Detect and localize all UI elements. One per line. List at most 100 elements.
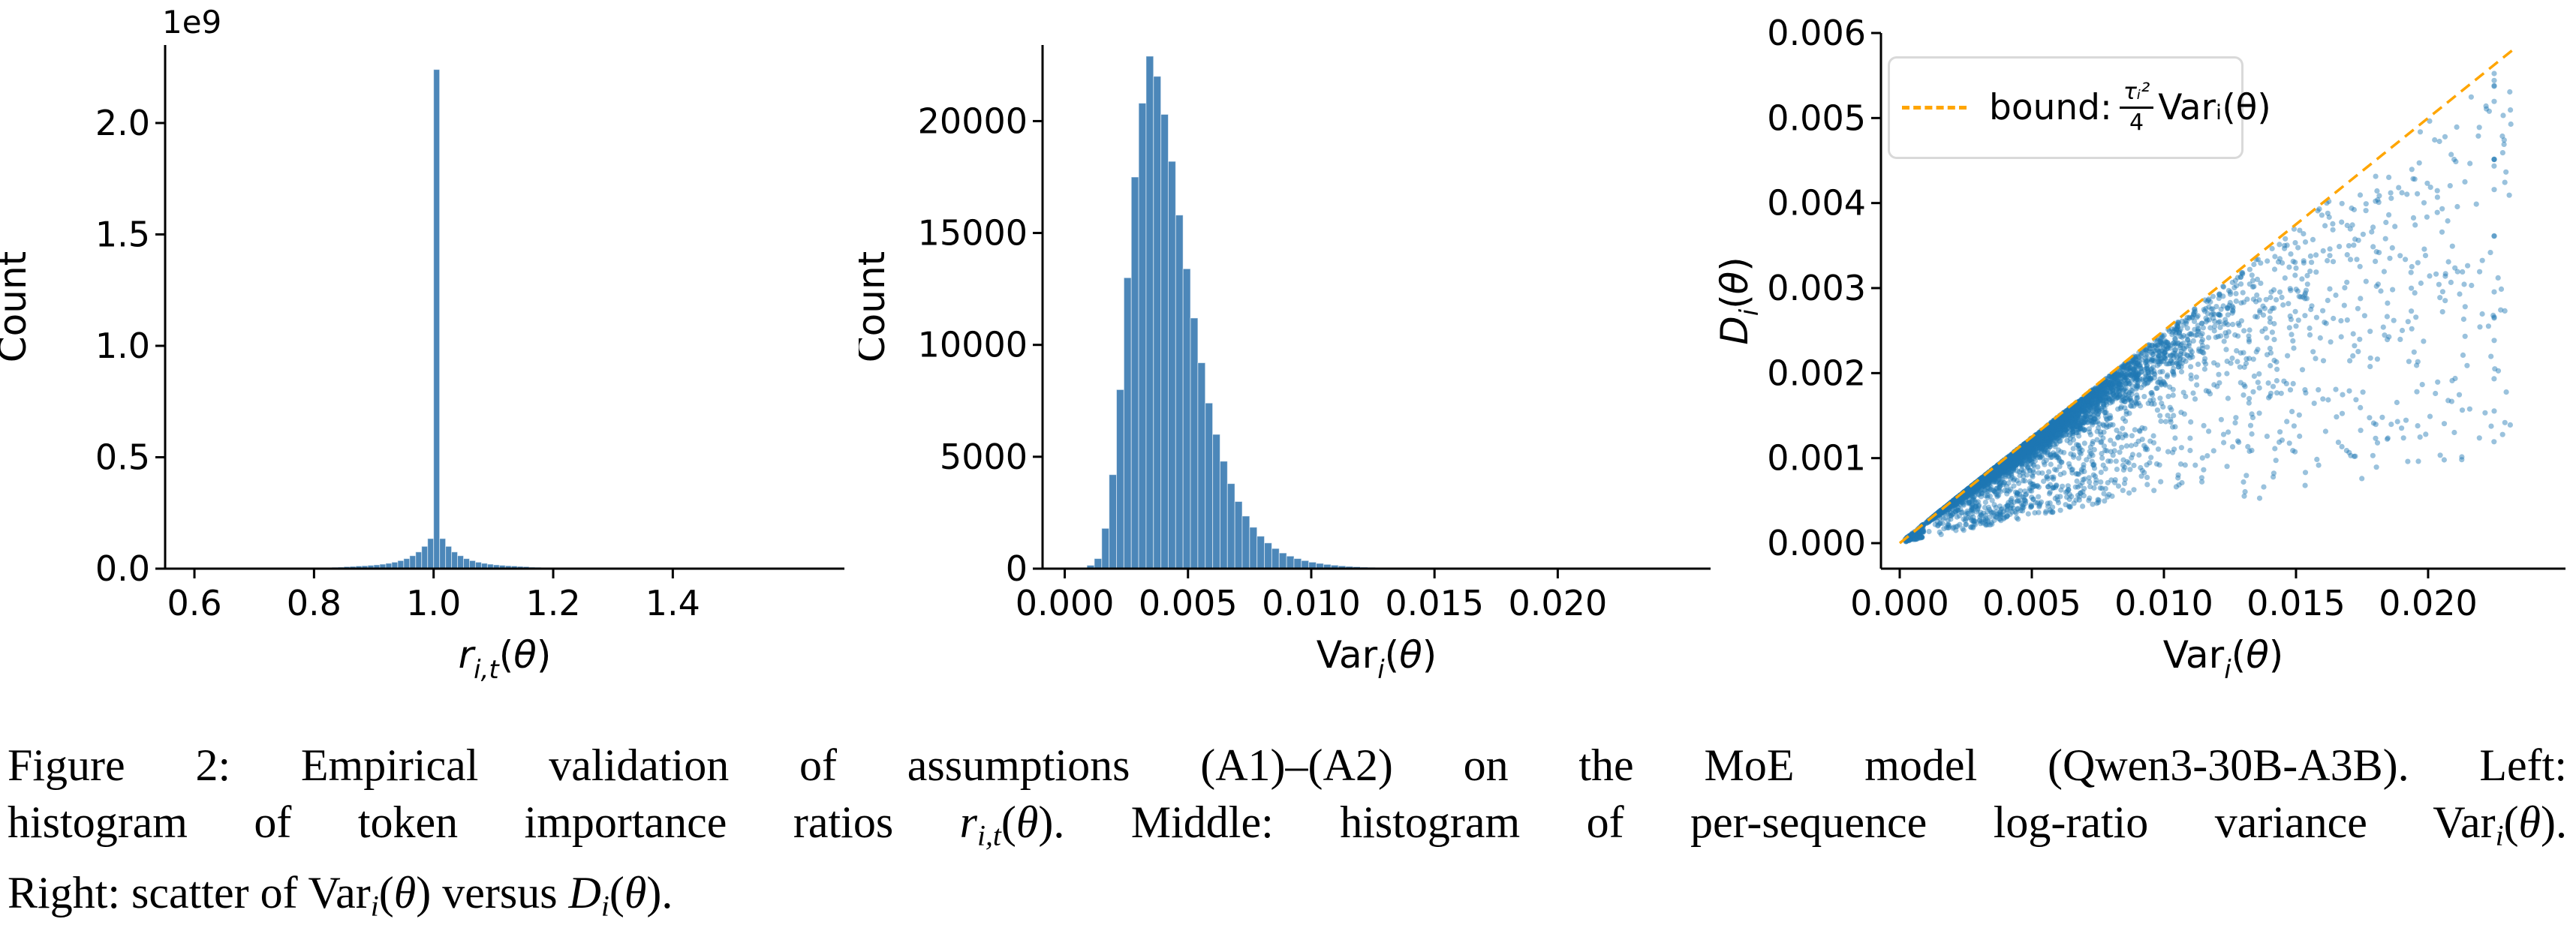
histogram-bar [1271,548,1279,569]
caption-text-segment: ( [609,868,624,917]
y-tick-label: 5000 [940,437,1028,477]
x-tick-label: 0.8 [287,583,342,623]
y-axis-label: Count [859,251,893,363]
figure-2-page: { "colors": { "bar_fill": "#4c87b9", "ba… [0,0,2576,914]
y-tick-label: 0.5 [95,437,150,477]
x-tick-label: 1.2 [525,583,580,623]
histogram-bar [434,70,440,569]
caption-text-segment: Right: scatter of Var [8,868,371,917]
histogram-bar [1161,114,1169,569]
legend-label: bound: τᵢ² 4 Varᵢ(θ) [1989,81,2271,134]
caption-text-segment: θ [394,868,416,917]
x-axis-label: Vari(θ) [2163,633,2284,685]
y-tick-label: 0.006 [1767,13,1866,53]
histogram-bar [452,552,458,569]
caption-text-segment: i [371,889,379,922]
y-tick-label: 0 [1006,548,1028,589]
caption-text-segment: i [2496,819,2504,852]
caption-line-1: Figure 2: Empirical validation of assump… [8,737,2567,794]
legend-prefix: bound: [1989,87,2112,128]
y-tick-label: 0.003 [1767,268,1866,308]
histogram-bar [1198,363,1205,569]
x-axis-label: ri,t(θ) [459,633,552,685]
histogram-bar [1294,559,1302,569]
y-tick-label: 1.0 [95,326,150,366]
histogram-bar [1213,434,1220,569]
caption-text-segment: histogram of token importance ratios [8,797,960,847]
histogram-bar [416,552,422,569]
caption-text-segment: ) [1038,797,1053,847]
caption-line-3: Right: scatter of Vari(θ) versus Di(θ). [8,864,2567,934]
legend-dashed-line-sample [1902,106,1967,110]
histogram-bar [1124,278,1131,569]
histogram-bar [1235,502,1242,569]
y-tick-label: 0.002 [1767,353,1866,393]
histogram-bar [1205,403,1213,569]
histogram-bar [1257,536,1265,569]
figure-caption: Figure 2: Empirical validation of assump… [8,737,2567,934]
histogram-bar [458,556,464,569]
caption-text-segment: θ [2519,797,2541,847]
histogram-bar [1139,104,1146,569]
histogram-bar [404,559,410,569]
x-tick-label: 0.005 [1139,583,1238,623]
x-tick-label: 1.0 [406,583,461,623]
x-tick-label: 0.015 [2246,583,2346,623]
histogram-bar [1154,77,1161,569]
y-axis-offset-text: 1e9 [162,4,221,41]
legend-fraction: τᵢ² 4 [2120,81,2153,134]
legend-box: bound: τᵢ² 4 Varᵢ(θ) [1888,56,2243,159]
caption-text-segment: ( [379,868,394,917]
y-tick-label: 1.5 [95,214,150,254]
y-tick-label: 0.0 [95,548,150,589]
histogram-bar [1302,560,1309,569]
histogram-bar [398,560,404,569]
x-tick-label: 1.4 [646,583,700,623]
x-tick-label: 0.005 [1982,583,2081,623]
histogram-bar [446,546,452,569]
caption-text-segment: ) [416,868,431,917]
histogram-bar [1227,484,1235,569]
caption-text-segment: . Middle: histogram of per-sequence log-… [1053,797,2495,847]
legend-fraction-denominator: 4 [2129,109,2144,134]
caption-text-segment: ). [2541,797,2567,847]
x-tick-label: 0.000 [1850,583,1949,623]
x-tick-label: 0.020 [2379,583,2478,623]
histogram-bar [440,539,446,569]
histogram-bar [464,559,470,569]
caption-text-segment: versus [431,868,568,917]
histogram-bar [428,539,434,569]
caption-text-segment: θ [624,868,646,917]
y-tick-label: 0.000 [1767,523,1866,563]
x-tick-label: 0.010 [2114,583,2213,623]
histogram-bar [1117,389,1124,569]
x-tick-label: 0.020 [1509,583,1608,623]
y-tick-label: 10000 [918,325,1028,365]
caption-text-segment: ( [1001,797,1016,847]
histogram-bar [1175,215,1183,569]
caption-text-segment: i [601,889,609,922]
y-tick-label: 20000 [918,101,1028,141]
caption-text-segment: ( [2504,797,2519,847]
caption-text-segment: D [569,868,601,917]
histogram-bar [1131,177,1139,569]
histogram-bar [1146,56,1154,569]
bars [1079,56,1627,569]
y-axis-label: Di(θ) [1717,257,1765,345]
histogram-bar [1279,553,1286,569]
histogram-bar [1190,318,1198,569]
histogram-bar [469,560,475,569]
legend-fraction-numerator: τᵢ² [2120,81,2153,109]
histogram-bar [1220,461,1227,569]
histogram-bar [410,556,416,569]
bars [254,70,619,569]
caption-text-segment: Figure 2: Empirical validation of assump… [8,740,2567,790]
legend-suffix: Varᵢ(θ) [2158,87,2271,128]
x-tick-label: 0.015 [1385,583,1484,623]
caption-line-2: histogram of token importance ratios ri,… [8,794,2567,864]
